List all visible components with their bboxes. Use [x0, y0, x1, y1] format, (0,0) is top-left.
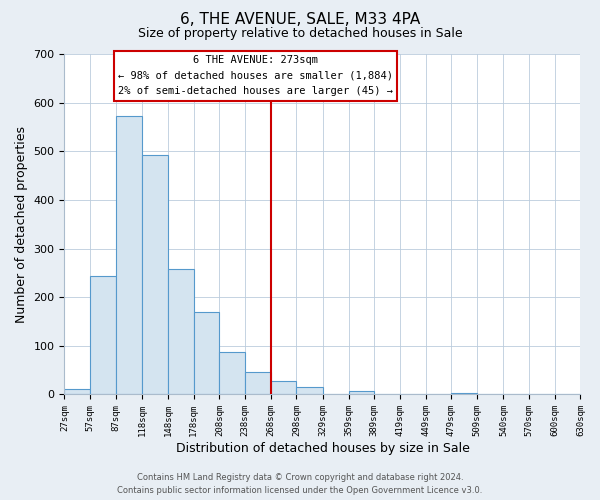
Bar: [168, 269, 194, 394]
Bar: [142, 155, 168, 394]
Bar: [194, 312, 220, 394]
X-axis label: Distribution of detached houses by size in Sale: Distribution of detached houses by size …: [176, 442, 469, 455]
Y-axis label: Number of detached properties: Number of detached properties: [15, 126, 28, 322]
Bar: [349, 390, 374, 394]
Bar: [220, 352, 245, 395]
Bar: [116, 116, 142, 394]
Text: 6 THE AVENUE: 273sqm
← 98% of detached houses are smaller (1,884)
2% of semi-det: 6 THE AVENUE: 273sqm ← 98% of detached h…: [118, 56, 393, 96]
Bar: [296, 387, 323, 394]
Bar: [245, 372, 271, 394]
Bar: [271, 382, 296, 394]
Bar: [90, 276, 116, 394]
Text: Size of property relative to detached houses in Sale: Size of property relative to detached ho…: [137, 28, 463, 40]
Text: 6, THE AVENUE, SALE, M33 4PA: 6, THE AVENUE, SALE, M33 4PA: [180, 12, 420, 28]
Text: Contains HM Land Registry data © Crown copyright and database right 2024.
Contai: Contains HM Land Registry data © Crown c…: [118, 474, 482, 495]
Bar: [64, 388, 90, 394]
Bar: [451, 393, 477, 394]
